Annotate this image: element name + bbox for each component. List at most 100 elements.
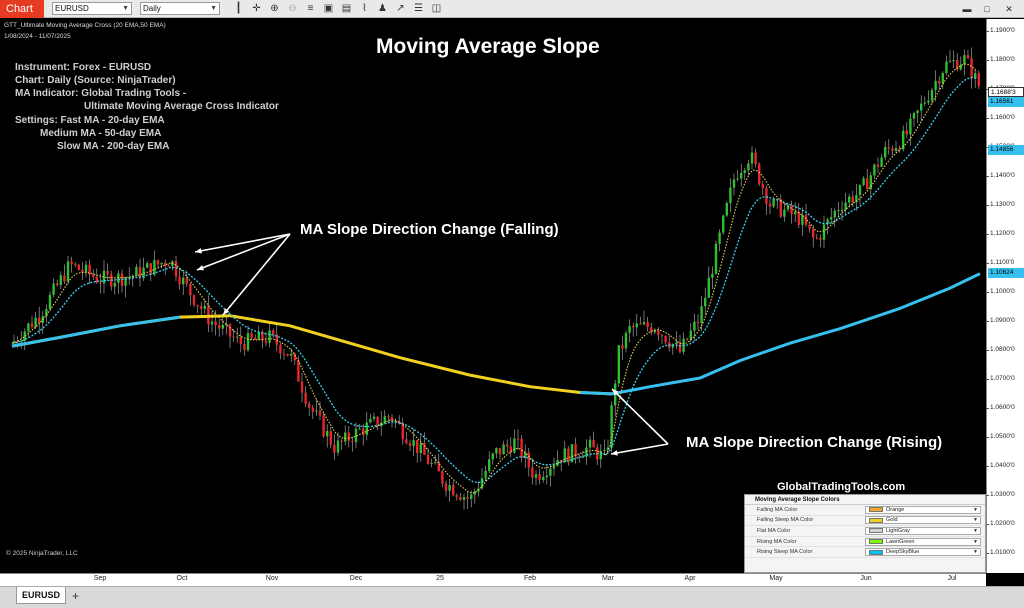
price-tick-label: 1.1000'0	[986, 288, 1015, 295]
candle-body	[858, 184, 862, 196]
candle-body	[851, 196, 854, 203]
candle-body	[250, 333, 253, 338]
candle-body	[675, 342, 678, 345]
candle-body	[286, 353, 289, 356]
strategies-icon[interactable]: ♟	[378, 3, 387, 14]
data-box-icon[interactable]: ▣	[323, 3, 334, 14]
candle-body	[336, 440, 340, 453]
bar-style-icon[interactable]: ┃	[235, 3, 242, 14]
price-chart[interactable]: GTT_Ultimate Moving Average Cross (20 EM…	[0, 19, 986, 573]
drawing-tools-icon[interactable]: ↗	[396, 3, 405, 14]
candle-body	[837, 210, 840, 212]
candle-body	[218, 325, 221, 329]
candle-body	[63, 275, 66, 282]
candle-body	[696, 321, 700, 324]
candle-body	[84, 264, 88, 273]
falling-color-select[interactable]: Orange ▼	[865, 505, 981, 514]
rising-steep-color-select[interactable]: DeepSkyBlue ▼	[865, 548, 981, 557]
snapshot-icon[interactable]: ◫	[431, 3, 442, 14]
candle-body	[434, 462, 437, 464]
candle-body	[146, 263, 149, 268]
panel-row-rising: Rising MA Color LawnGreen ▼	[745, 537, 985, 548]
chart-menu-button[interactable]: Chart	[0, 0, 44, 18]
candle-body	[232, 336, 235, 338]
zoom-out-icon[interactable]: ⊖	[288, 3, 297, 14]
candle-body	[833, 210, 836, 218]
candle-body	[516, 438, 520, 440]
candle-body	[588, 439, 592, 448]
maximize-icon[interactable]: □	[984, 4, 990, 14]
instrument-selector[interactable]: EURUSD ▼	[52, 2, 132, 15]
candle-body	[347, 432, 350, 441]
candle-body	[300, 381, 304, 393]
tab-eurusd[interactable]: EURUSD	[16, 587, 66, 604]
info-instrument: Instrument: Forex - EURUSD	[15, 62, 152, 73]
candle-body	[524, 452, 527, 459]
candle-body	[678, 342, 682, 352]
candle-body	[808, 224, 811, 229]
panel-row-rising-steep: Rising Steep MA Color DeepSkyBlue ▼	[745, 547, 985, 558]
chevron-down-icon: ▼	[973, 506, 978, 513]
flat-color-select[interactable]: LightGray ▼	[865, 526, 981, 535]
candle-body	[38, 317, 41, 323]
interval-selector[interactable]: Daily ▼	[140, 2, 220, 15]
fast-ma-line	[11, 63, 978, 494]
candle-body	[603, 449, 606, 451]
zoom-in-icon[interactable]: ⊕	[270, 3, 279, 14]
properties-icon[interactable]: ☰	[414, 3, 423, 14]
candle-body	[866, 178, 869, 190]
candle-body	[916, 110, 919, 114]
candle-body	[473, 491, 476, 495]
candle-body	[786, 205, 790, 210]
candle-body	[646, 322, 649, 328]
candle-body	[470, 494, 473, 499]
candle-body	[444, 483, 448, 491]
candle-body	[437, 462, 440, 472]
price-tick-label: 1.0700'0	[986, 375, 1015, 382]
candle-body	[862, 178, 865, 185]
candle-body	[282, 353, 286, 355]
time-tick-label: Sep	[93, 575, 107, 582]
pan-icon[interactable]: ≡	[307, 3, 314, 14]
candle-body	[819, 237, 822, 240]
chevron-down-icon: ▼	[973, 538, 978, 545]
price-tick-label: 1.1600'0	[986, 114, 1015, 121]
candle-body	[909, 118, 912, 135]
price-tick-label: 1.1400'0	[986, 172, 1015, 179]
templates-icon[interactable]: ▤	[341, 3, 352, 14]
candle-body	[574, 444, 577, 457]
candle-body	[279, 344, 282, 354]
rising-color-select[interactable]: LawnGreen ▼	[865, 537, 981, 546]
price-tick-label: 1.0600'0	[986, 404, 1015, 411]
arrow-rising-1	[611, 388, 669, 445]
slow-ma-falling-line	[11, 314, 613, 396]
price-tick-label: 1.0100'0	[986, 549, 1015, 556]
price-tick-label: 1.0800'0	[986, 346, 1015, 353]
candle-body	[686, 338, 689, 340]
candle-body	[430, 463, 433, 465]
candle-body	[894, 148, 898, 152]
candle-body	[45, 309, 48, 317]
time-axis[interactable]: Sep Oct Nov Dec 25 Feb Mar Apr May Jun Jul	[0, 573, 986, 586]
candle-body	[722, 215, 725, 233]
close-icon[interactable]: ✕	[1005, 4, 1013, 14]
time-tick-label: Jul	[947, 575, 957, 582]
candle-body	[520, 438, 523, 459]
candle-body	[459, 496, 462, 500]
candle-body	[153, 260, 156, 275]
arrow-falling-2	[196, 233, 291, 271]
copyright: © 2025 NinjaTrader, LLC	[6, 550, 78, 557]
candle-body	[938, 80, 941, 84]
candle-body	[160, 262, 163, 265]
candle-body	[426, 454, 430, 465]
add-tab-button[interactable]: +	[72, 589, 80, 603]
price-axis[interactable]: 1.1900'01.1800'01.1700'01.1600'01.1500'0…	[985, 19, 1024, 573]
falling-steep-color-select[interactable]: Gold ▼	[865, 516, 981, 525]
minimize-icon[interactable]: ▬	[962, 4, 972, 14]
candle-body	[408, 443, 412, 447]
candle-body	[941, 72, 944, 84]
indicators-icon[interactable]: ⌇	[362, 3, 367, 14]
time-tick-label: Feb	[523, 575, 537, 582]
candle-body	[304, 392, 307, 404]
crosshair-icon[interactable]: ✛	[252, 3, 261, 14]
